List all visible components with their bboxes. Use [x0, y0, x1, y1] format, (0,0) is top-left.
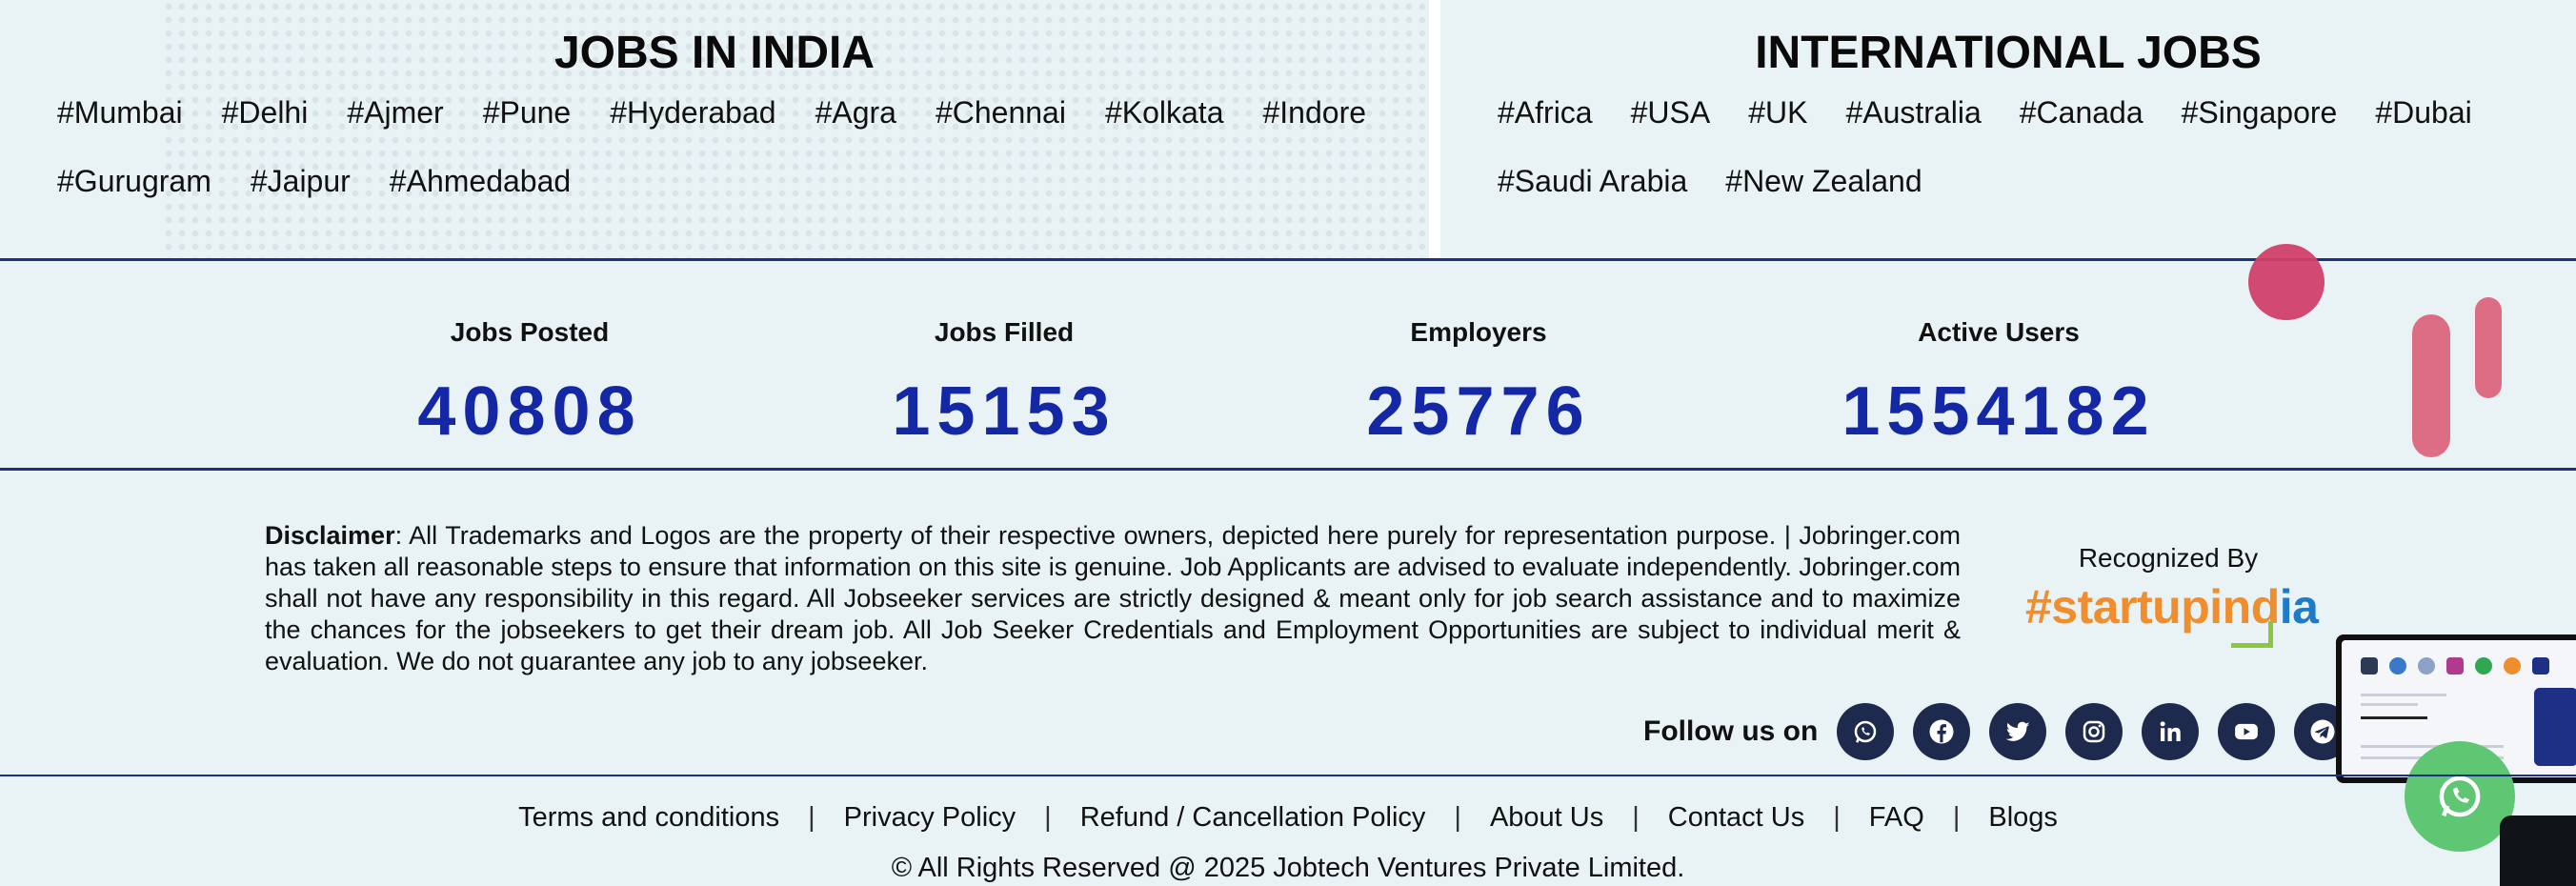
- disclaimer-text: Disclaimer: All Trademarks and Logos are…: [265, 520, 1961, 677]
- footer-link-privacy[interactable]: Privacy Policy: [843, 802, 1016, 833]
- tag-indore[interactable]: #Indore: [1262, 95, 1367, 130]
- footer-separator: |: [1952, 802, 1961, 833]
- international-jobs-column: INTERNATIONAL JOBS #Africa #USA #UK #Aus…: [1440, 0, 2576, 259]
- tag-agra[interactable]: #Agra: [815, 95, 896, 130]
- international-jobs-heading: INTERNATIONAL JOBS: [1755, 28, 2262, 78]
- disclaimer-body: : All Trademarks and Logos are the prope…: [265, 521, 1961, 675]
- tag-chennai[interactable]: #Chennai: [935, 95, 1066, 130]
- linkedin-icon[interactable]: [2142, 703, 2200, 760]
- jobs-in-india-heading: JOBS IN INDIA: [553, 28, 875, 78]
- preview-text-line: [2361, 745, 2504, 748]
- stats-section: Jobs Posted 40808 Jobs Filled 15153 Empl…: [0, 260, 2576, 468]
- footer-link-about[interactable]: About Us: [1489, 802, 1604, 833]
- copyright-text: © All Rights Reserved @ 2025 Jobtech Ven…: [891, 853, 1685, 883]
- footer-link-refund[interactable]: Refund / Cancellation Policy: [1079, 802, 1426, 833]
- recognized-by-label: Recognized By: [2078, 543, 2259, 573]
- decorative-bar: [2475, 297, 2502, 398]
- stat-jobs-filled: Jobs Filled 15153: [814, 317, 1195, 451]
- decorative-circle: [2248, 244, 2324, 320]
- tag-africa[interactable]: #Africa: [1498, 95, 1593, 130]
- chat-widget-corner[interactable]: [2500, 816, 2576, 886]
- stat-active-users: Active Users 1554182: [1808, 317, 2189, 451]
- preview-app-icon: [2504, 657, 2521, 675]
- footer-separator: |: [808, 802, 815, 833]
- youtube-icon[interactable]: [2218, 703, 2276, 760]
- footer-link-faq[interactable]: FAQ: [1868, 802, 1924, 833]
- startupindia-logo-mark: [2231, 621, 2273, 648]
- section-divider-bottom: [0, 775, 2576, 776]
- preview-app-icon: [2389, 657, 2406, 675]
- preview-store-badge: [2361, 716, 2427, 719]
- footer-separator: |: [1833, 802, 1841, 833]
- decorative-bar: [2412, 314, 2450, 457]
- instagram-icon[interactable]: [2065, 703, 2123, 760]
- footer-link-terms[interactable]: Terms and conditions: [518, 802, 780, 833]
- app-preview-screen: [2342, 640, 2576, 777]
- tag-dubai[interactable]: #Dubai: [2375, 95, 2472, 130]
- tag-pune[interactable]: #Pune: [482, 95, 572, 130]
- whatsapp-icon[interactable]: [1837, 703, 1895, 760]
- preview-text-line: [2361, 694, 2446, 696]
- footer-links: Terms and conditions | Privacy Policy | …: [0, 802, 2576, 834]
- stat-label: Jobs Filled: [934, 317, 1075, 347]
- stat-label: Employers: [1410, 317, 1547, 347]
- app-preview-icons: [2361, 657, 2549, 675]
- follow-us-bar: Follow us on: [1643, 703, 2370, 760]
- stat-value: 40808: [417, 373, 642, 450]
- locations-section: JOBS IN INDIA #Mumbai #Delhi #Ajmer #Pun…: [0, 0, 2576, 259]
- tag-jaipur[interactable]: #Jaipur: [250, 164, 351, 198]
- world-map-background: [162, 0, 1429, 259]
- footer-separator: |: [1044, 802, 1052, 833]
- jobs-in-india-column: JOBS IN INDIA #Mumbai #Delhi #Ajmer #Pun…: [0, 0, 1429, 259]
- preview-text-line: [2361, 703, 2418, 706]
- stat-value: 15153: [892, 373, 1117, 450]
- follow-us-label: Follow us on: [1643, 715, 1819, 747]
- stat-value: 1554182: [1841, 373, 2156, 450]
- section-divider-top: [0, 258, 2576, 261]
- app-preview-widget[interactable]: [2336, 634, 2576, 783]
- preview-app-icon: [2446, 657, 2464, 675]
- facebook-icon[interactable]: [1913, 703, 1971, 760]
- tag-ajmer[interactable]: #Ajmer: [347, 95, 444, 130]
- tag-new-zealand[interactable]: #New Zealand: [1725, 164, 1922, 198]
- footer-separator: |: [1632, 802, 1640, 833]
- stat-value: 25776: [1366, 373, 1591, 450]
- tag-mumbai[interactable]: #Mumbai: [57, 95, 183, 130]
- column-divider: [1429, 0, 1440, 259]
- tag-singapore[interactable]: #Singapore: [2181, 95, 2338, 130]
- whatsapp-chat-button[interactable]: [2405, 741, 2515, 852]
- tag-saudi-arabia[interactable]: #Saudi Arabia: [1498, 164, 1688, 198]
- preview-app-icon: [2475, 657, 2492, 675]
- tag-usa[interactable]: #USA: [1630, 95, 1711, 130]
- section-divider-middle: [0, 468, 2576, 471]
- tag-delhi[interactable]: #Delhi: [221, 95, 309, 130]
- stat-employers: Employers 25776: [1288, 317, 1669, 451]
- tag-gurugram[interactable]: #Gurugram: [57, 164, 211, 198]
- startupindia-logo[interactable]: #startupindia: [2025, 580, 2319, 634]
- stat-label: Active Users: [1918, 317, 2080, 347]
- whatsapp-icon: [2439, 775, 2481, 817]
- india-tag-list: #Mumbai #Delhi #Ajmer #Pune #Hyderabad #…: [57, 95, 1400, 198]
- tag-hyderabad[interactable]: #Hyderabad: [610, 95, 776, 130]
- tag-ahmedabad[interactable]: #Ahmedabad: [389, 164, 572, 198]
- tag-australia[interactable]: #Australia: [1845, 95, 1982, 130]
- tag-uk[interactable]: #UK: [1748, 95, 1808, 130]
- stat-jobs-posted: Jobs Posted 40808: [339, 317, 720, 451]
- footer-link-contact[interactable]: Contact Us: [1667, 802, 1805, 833]
- disclaimer-heading: Disclaimer: [265, 521, 395, 550]
- preview-app-icon: [2532, 657, 2549, 675]
- footer-link-blogs[interactable]: Blogs: [1988, 802, 2058, 833]
- preview-app-icon: [2361, 657, 2378, 675]
- footer-separator: |: [1454, 802, 1461, 833]
- tag-canada[interactable]: #Canada: [2019, 95, 2143, 130]
- preview-app-icon: [2418, 657, 2435, 675]
- recognized-by-block: Recognized By #startupindia: [2025, 543, 2319, 648]
- stat-label: Jobs Posted: [450, 317, 610, 347]
- international-tag-list: #Africa #USA #UK #Australia #Canada #Sin…: [1498, 95, 2547, 198]
- preview-phone-image: [2534, 688, 2576, 766]
- twitter-icon[interactable]: [1989, 703, 2047, 760]
- tag-kolkata[interactable]: #Kolkata: [1104, 95, 1224, 130]
